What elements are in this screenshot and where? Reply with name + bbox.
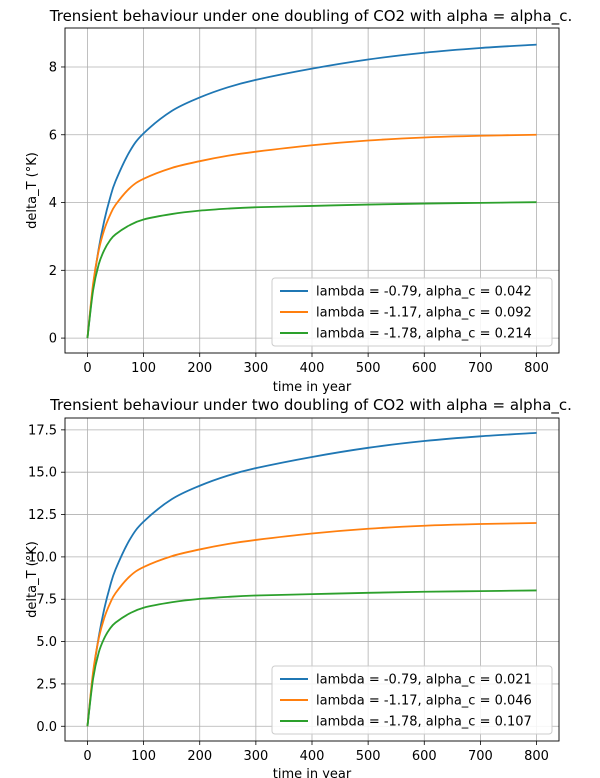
chart-title: Trensient behaviour under two doubling o…: [49, 396, 572, 415]
x-tick-label: 400: [300, 749, 325, 764]
y-tick-label: 10.0: [28, 550, 57, 565]
plot-frame: [64, 417, 560, 742]
legend-label: lambda = -1.78, alpha_c = 0.214: [316, 327, 532, 342]
y-axis-label: delta_T (°K): [25, 152, 40, 229]
grid: [65, 28, 559, 353]
y-tick-label: 5.0: [36, 635, 57, 650]
series-line-1: [86, 432, 537, 727]
legend-label: lambda = -0.79, alpha_c = 0.021: [316, 673, 532, 688]
chart-panel-1: Trensient behaviour under one doubling o…: [25, 7, 572, 395]
legend-box: [271, 665, 553, 735]
y-tick-label: 15.0: [28, 466, 57, 481]
series-line-3: [86, 589, 537, 727]
series-line-1: [86, 43, 537, 339]
x-tick-label: 0: [83, 361, 91, 376]
x-tick-label: 300: [243, 749, 268, 764]
legend-label: lambda = -1.17, alpha_c = 0.046: [316, 694, 532, 709]
y-tick-label: 6: [49, 128, 57, 143]
legend-label: lambda = -1.78, alpha_c = 0.107: [316, 715, 532, 730]
x-tick-label: 0: [83, 749, 91, 764]
series-line-3: [86, 201, 537, 339]
x-tick-label: 500: [356, 361, 381, 376]
x-axis-label: time in year: [273, 767, 352, 778]
legend-label: lambda = -0.79, alpha_c = 0.042: [316, 285, 532, 300]
y-tick-label: 8: [49, 60, 57, 75]
legend: lambda = -0.79, alpha_c = 0.021 lambda = …: [271, 665, 553, 735]
y-tick-label: 2.5: [36, 677, 57, 692]
x-tick-label: 500: [356, 749, 381, 764]
x-tick-label: 800: [524, 361, 549, 376]
x-tick-label: 200: [187, 361, 212, 376]
series-line-2: [86, 133, 537, 339]
x-tick-label: 100: [131, 361, 156, 376]
x-tick-label: 300: [243, 361, 268, 376]
legend-box: [271, 277, 553, 347]
y-tick-label: 4: [49, 196, 57, 211]
chart-title: Trensient behaviour under one doubling o…: [49, 7, 572, 26]
y-axis-label: delta_T (°K): [25, 541, 40, 618]
x-tick-label: 100: [131, 749, 156, 764]
x-axis-label: time in year: [273, 380, 352, 395]
chart-panel-2: Trensient behaviour under two doubling o…: [25, 396, 572, 778]
grid: [65, 418, 559, 741]
x-tick-label: 700: [468, 749, 493, 764]
x-tick-label: 600: [412, 361, 437, 376]
x-tick-label: 600: [412, 749, 437, 764]
y-tick-label: 7.5: [36, 593, 57, 608]
series-line-2: [86, 522, 537, 727]
y-tick-label: 0: [49, 332, 57, 347]
x-tick-label: 800: [524, 749, 549, 764]
y-tick-label: 17.5: [28, 423, 57, 438]
legend: lambda = -0.79, alpha_c = 0.042 lambda = …: [271, 277, 553, 347]
x-tick-label: 700: [468, 361, 493, 376]
y-tick-label: 12.5: [28, 508, 57, 523]
x-tick-label: 400: [300, 361, 325, 376]
x-tick-label: 200: [187, 749, 212, 764]
y-tick-label: 0.0: [36, 720, 57, 735]
y-tick-label: 2: [49, 264, 57, 279]
plot-frame: [64, 27, 560, 354]
legend-label: lambda = -1.17, alpha_c = 0.092: [316, 306, 532, 321]
